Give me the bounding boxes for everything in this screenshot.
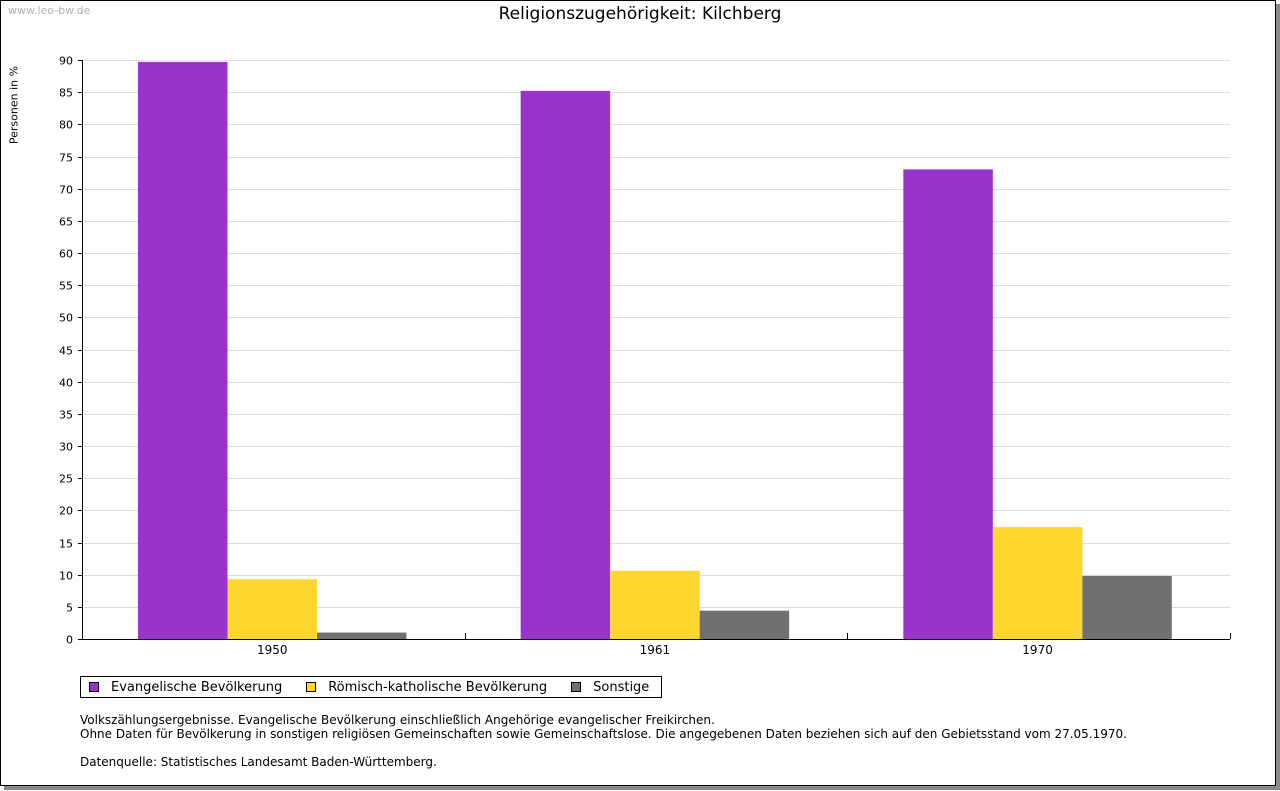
x-tick-label: 1970 [1022, 643, 1053, 657]
bar-1970-3 [1082, 575, 1172, 639]
y-tick-label: 10 [59, 570, 73, 583]
legend-label: Evangelische Bevölkerung [111, 679, 283, 695]
bar-1950-2 [227, 579, 317, 639]
y-tick-label: 85 [59, 87, 73, 100]
legend-swatch [571, 682, 582, 692]
y-tick-label: 15 [59, 538, 73, 551]
y-tick-label: 75 [59, 152, 73, 165]
y-tick-label: 70 [59, 184, 73, 197]
x-tick-label: 1950 [257, 643, 288, 657]
bar-1961-2 [610, 570, 700, 639]
chart-title: Religionszugehörigkeit: Kilchberg [498, 4, 782, 24]
watermark: www.leo-bw.de [8, 4, 91, 17]
y-tick-label: 5 [66, 602, 73, 615]
y-tick-label: 35 [59, 409, 73, 422]
legend-item: Sonstige [571, 680, 649, 695]
y-tick-label: 0 [66, 634, 73, 647]
note-line-1: Volkszählungsergebnisse. Evangelische Be… [80, 713, 715, 727]
y-tick-label: 55 [59, 280, 73, 293]
y-tick-label: 80 [59, 119, 73, 132]
bar-1961-3 [699, 610, 790, 639]
legend-swatch [89, 682, 99, 692]
y-tick-label: 90 [59, 55, 73, 68]
y-tick-label: 65 [59, 216, 73, 229]
y-tick-label: 25 [59, 473, 73, 486]
legend-swatch [306, 682, 317, 692]
data-source: Datenquelle: Statistisches Landesamt Bad… [80, 755, 437, 769]
legend: Evangelische Bevölkerung Römisch-katholis… [80, 676, 663, 698]
y-tick-label: 40 [59, 377, 73, 390]
bar-1970-2 [992, 527, 1083, 639]
bar-chart: 0 5 10 15 20 25 30 35 40 45 50 55 60 65 70 75 80 85 90 1950… [59, 55, 1231, 657]
legend-item: Römisch-katholische Bevölkerung [306, 680, 547, 695]
x-tick-label: 1961 [640, 643, 671, 657]
bar-1961-1 [520, 90, 611, 639]
legend-item: Evangelische Bevölkerung [89, 680, 282, 695]
bar-1950-1 [138, 61, 228, 640]
legend-label: Sonstige [593, 679, 650, 695]
notes: Volkszählungsergebnisse. Evangelische Be… [80, 713, 1127, 769]
y-tick-label: 60 [59, 248, 73, 261]
y-tick-label: 20 [59, 505, 73, 518]
y-tick-label: 50 [59, 312, 73, 325]
y-tick-label: 30 [59, 441, 73, 454]
bar-1970-1 [903, 169, 993, 639]
y-tick-label: 45 [59, 345, 73, 358]
legend-label: Römisch-katholische Bevölkerung [328, 679, 548, 695]
bar-1950-3 [317, 632, 407, 639]
note-line-2: Ohne Daten für Bevölkerung in sonstigen … [80, 727, 1127, 741]
